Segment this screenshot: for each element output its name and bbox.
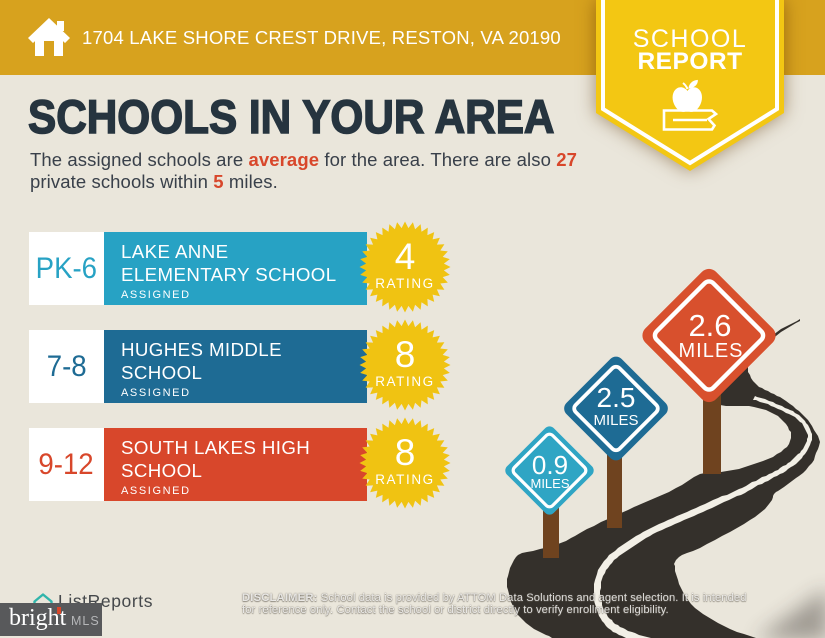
svg-text:0.9: 0.9 xyxy=(532,450,568,480)
svg-text:MILES: MILES xyxy=(678,340,743,362)
svg-text:REPORT: REPORT xyxy=(637,48,742,75)
svg-text:MILES: MILES xyxy=(530,476,569,491)
svg-text:SCHOOL: SCHOOL xyxy=(633,25,748,53)
svg-text:2.5: 2.5 xyxy=(597,382,636,413)
svg-text:MILES: MILES xyxy=(593,412,638,429)
svg-text:2.6: 2.6 xyxy=(688,308,731,343)
